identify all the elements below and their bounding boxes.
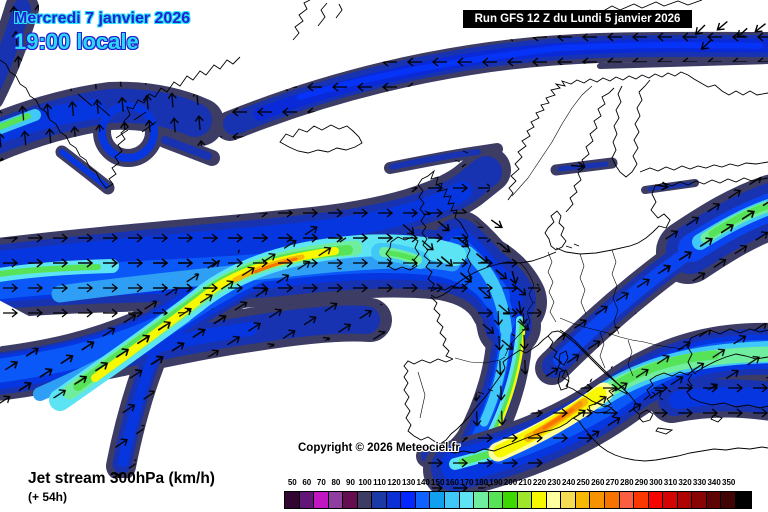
coastlines <box>0 0 768 462</box>
legend-cell-value: 200 <box>503 478 518 487</box>
legend-cell-value: 310 <box>663 478 678 487</box>
legend-cell-value: 70 <box>316 478 326 487</box>
legend-cell-value: 340 <box>707 478 721 487</box>
legend-cell-value: 150 <box>431 478 445 487</box>
legend-cell-value: 180 <box>474 478 489 487</box>
legend-cell-value: 110 <box>373 478 386 487</box>
legend-cell-value: 100 <box>358 478 372 487</box>
jet-band-greenland <box>0 0 224 195</box>
legend-cell-value: 280 <box>620 478 634 487</box>
jet-band-top <box>215 31 768 141</box>
legend-cell-value: 190 <box>489 478 503 487</box>
copyright-label: Copyright © 2026 Meteociel.fr <box>298 442 460 454</box>
legend-cell-value: 320 <box>678 478 692 487</box>
legend-cell-value: 170 <box>460 478 474 487</box>
legend-cell-value: 270 <box>605 478 619 487</box>
legend-cell-swatch <box>734 491 752 509</box>
legend-cell-value: 350 <box>721 478 736 487</box>
legend-cell-value: 50 <box>287 478 297 487</box>
legend-cell-value: 240 <box>561 478 576 487</box>
legend-cell-value: 80 <box>331 478 341 487</box>
legend-cell-value: 300 <box>649 478 663 487</box>
forecast-date-label: Mercredi 7 janvier 2026 <box>14 10 191 27</box>
forecast-offset-label: (+ 54h) <box>28 490 68 504</box>
legend-cell-value: 230 <box>547 478 561 487</box>
legend-cell-value: 260 <box>591 478 605 487</box>
legend-cell-value: 120 <box>387 478 401 487</box>
forecast-time-label: 19:00 locale <box>14 29 139 54</box>
legend-cell-value: 250 <box>576 478 590 487</box>
model-run-info-box: Run GFS 12 Z du Lundi 5 janvier 2026 <box>463 10 692 28</box>
legend-cell-value: 130 <box>401 478 416 487</box>
legend-cell-value: 330 <box>692 478 707 487</box>
jet-band-baltic <box>535 174 768 385</box>
map-title: Jet stream 300hPa (km/h) <box>28 470 215 487</box>
legend-cell-value: 60 <box>302 478 312 487</box>
legend-cell-value: 210 <box>518 478 532 487</box>
jet-band-mediterranean <box>423 322 768 499</box>
footer-background <box>0 478 280 512</box>
legend-cell-value: 290 <box>634 478 649 487</box>
legend-cell-value: 90 <box>346 478 355 487</box>
legend-cell-value: 220 <box>532 478 547 487</box>
legend-cell-value: 140 <box>416 478 430 487</box>
legend-cell-value: 160 <box>445 478 459 487</box>
